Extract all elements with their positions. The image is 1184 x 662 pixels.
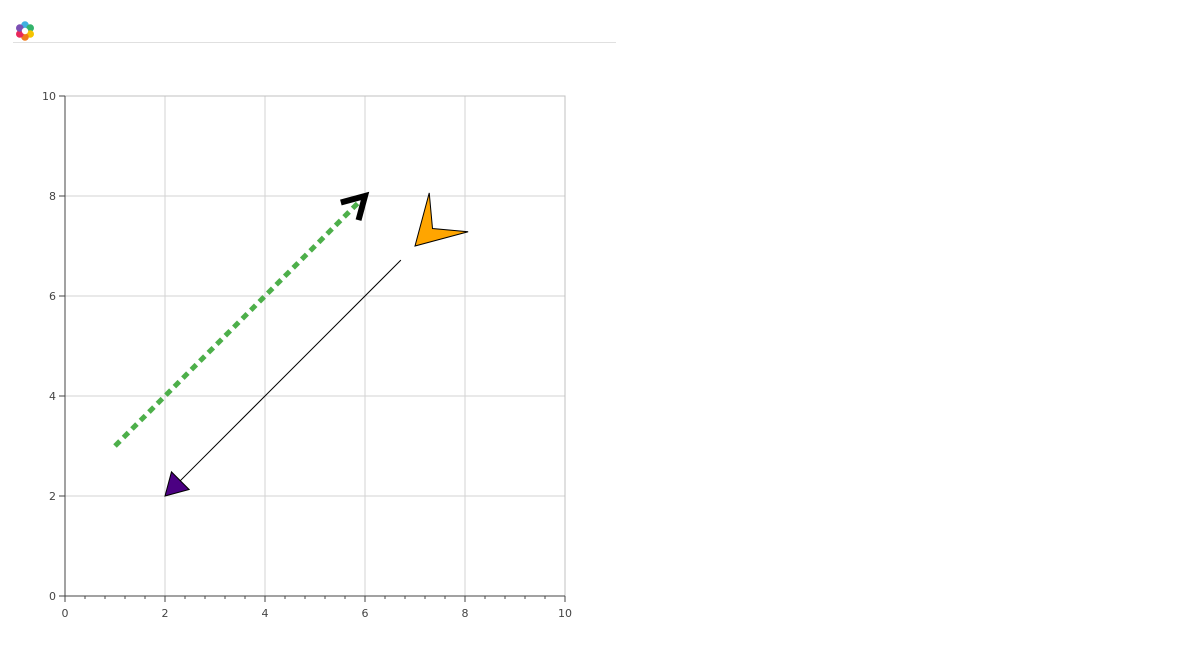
y-tick-label: 2: [49, 490, 56, 503]
arrow-head-normal: [164, 470, 191, 497]
arrow-shaft: [171, 259, 402, 490]
y-tick-label: 10: [42, 90, 56, 103]
arrow-shaft: [113, 201, 360, 448]
y-axis-ticks: 0 2 4 6 8 10: [42, 90, 65, 603]
arrow-head-open: [340, 191, 370, 221]
axes: [64, 96, 565, 597]
arrow-head-vee: [414, 192, 469, 247]
x-tick-label: 8: [462, 607, 469, 620]
x-tick-label: 10: [558, 607, 572, 620]
toolbar: [0, 0, 1184, 44]
toolbar-divider: [13, 42, 616, 43]
x-axis-ticks: 0 2 4 6 8 10: [62, 596, 572, 620]
arrow-marks: [113, 191, 469, 497]
x-tick-label: 2: [162, 607, 169, 620]
x-tick-label: 4: [262, 607, 269, 620]
y-tick-label: 6: [49, 290, 56, 303]
y-tick-label: 4: [49, 390, 56, 403]
x-tick-label: 0: [62, 607, 69, 620]
x-tick-label: 6: [362, 607, 369, 620]
grid-lines: [65, 96, 565, 596]
y-tick-label: 8: [49, 190, 56, 203]
bokeh-logo-icon[interactable]: [14, 20, 36, 42]
y-tick-label: 0: [49, 590, 56, 603]
